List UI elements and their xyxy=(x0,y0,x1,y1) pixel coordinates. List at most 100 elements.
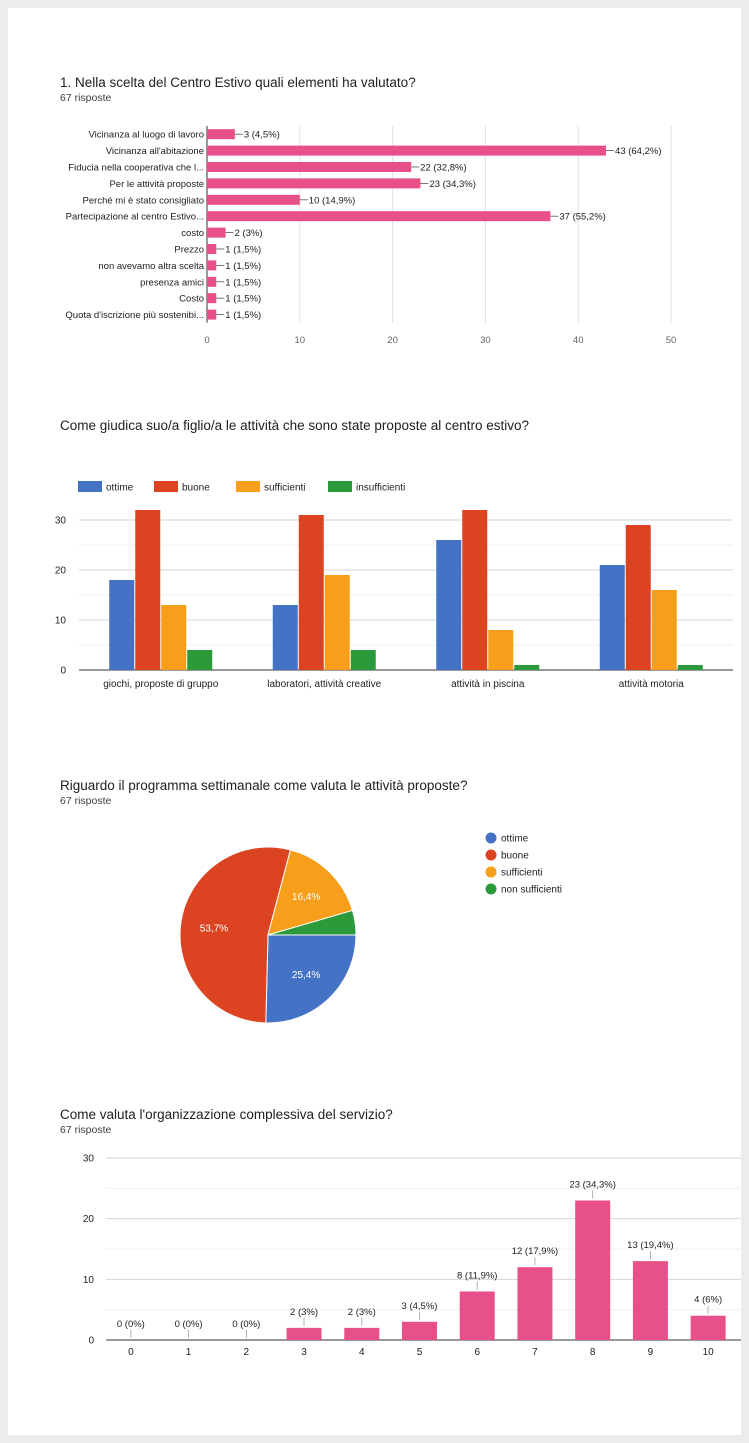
x-tick-label: 40 xyxy=(573,335,584,346)
bar xyxy=(690,1315,726,1340)
data-label: 23 (34,3%) xyxy=(569,1179,615,1190)
bar xyxy=(207,162,412,172)
data-label: 3 (4,5%) xyxy=(402,1301,438,1312)
horizontal-bar-chart: 0 10 20 30 40 50 Vicinanza al luogo di lavoro 3… xyxy=(65,126,677,346)
category-label: Prezzo xyxy=(174,245,204,256)
category-label: presenza amici xyxy=(140,277,204,288)
bar xyxy=(436,540,462,670)
y-tick-label: 20 xyxy=(83,1214,95,1225)
x-tick-label: attività motoria xyxy=(619,679,684,690)
bar xyxy=(350,650,376,670)
x-tick-label: 30 xyxy=(480,335,491,346)
bar xyxy=(207,293,217,304)
legend-label: sufficienti xyxy=(501,868,543,879)
data-label: 1 (1,5%) xyxy=(225,261,261,272)
question-2-title: Come giudica suo/a figlio/a le attività … xyxy=(60,418,530,433)
y-tick-label: 30 xyxy=(55,516,67,527)
category-label: non avevamo altra scelta xyxy=(98,261,204,272)
report-page: 1. Nella scelta del Centro Estivo quali … xyxy=(8,8,741,1435)
bar xyxy=(651,590,677,670)
bar xyxy=(135,510,161,670)
bar xyxy=(677,665,703,670)
data-label: 2 (3%) xyxy=(235,228,263,239)
y-tick-label: 10 xyxy=(55,616,67,627)
pie-chart: 25,4% 53,7% 16,4% ottime buone sufficienti non… xyxy=(179,832,562,1024)
bar xyxy=(402,1321,437,1340)
bar xyxy=(207,129,235,140)
data-label: 1 (1,5%) xyxy=(225,277,261,288)
bar xyxy=(207,227,226,238)
bar xyxy=(298,515,324,670)
legend-label: ottime xyxy=(501,834,529,845)
data-label: 3 (4,5%) xyxy=(244,130,280,141)
vertical-bar-chart: 0 10 20 30 0 (0%) 0 0 (0%) 1 0 (0%) 2 2 (3%) 3 2 (3%… xyxy=(83,1154,741,1358)
y-tick-label: 30 xyxy=(83,1154,95,1165)
pie-slice xyxy=(267,909,357,936)
bar xyxy=(632,1261,668,1340)
category-label: Vicinanza all'abitazione xyxy=(106,146,204,157)
bar xyxy=(462,510,488,670)
data-label: 10 (14,9%) xyxy=(309,195,355,206)
legend-label: non sufficienti xyxy=(501,885,562,896)
x-tick-label: 3 xyxy=(301,1347,307,1358)
category-label: Vicinanza al luogo di lavoro xyxy=(89,130,204,141)
bar xyxy=(207,260,217,271)
x-tick-label: 6 xyxy=(474,1347,480,1358)
legend-label: sufficienti xyxy=(264,483,306,494)
category-label: Partecipazione al centro Estivo... xyxy=(66,212,204,223)
pie-slice xyxy=(265,934,357,1024)
bar xyxy=(575,1200,611,1340)
x-tick-label: 20 xyxy=(387,335,398,346)
pie-slice xyxy=(267,849,354,936)
bar xyxy=(514,665,540,670)
x-tick-label: 7 xyxy=(532,1347,538,1358)
legend-label: buone xyxy=(501,851,529,862)
bar xyxy=(207,145,607,156)
y-tick-label: 10 xyxy=(83,1275,95,1286)
x-tick-label: 50 xyxy=(666,335,677,346)
y-tick-label: 0 xyxy=(60,666,66,677)
legend-swatch xyxy=(485,883,497,895)
bar xyxy=(187,650,213,670)
legend-swatch xyxy=(485,849,497,861)
y-tick-label: 0 xyxy=(88,1336,94,1347)
category-label: Fiducia nella cooperativa che l... xyxy=(68,163,204,174)
bar xyxy=(599,565,625,670)
data-label: 0 (0%) xyxy=(175,1319,203,1330)
x-tick-label: 9 xyxy=(648,1347,654,1358)
x-tick-label: 0 xyxy=(204,335,209,346)
bar xyxy=(207,276,217,287)
data-label: 22 (32,8%) xyxy=(420,163,466,174)
legend-swatch xyxy=(78,481,102,492)
legend-swatch xyxy=(154,481,178,492)
question-2-panel: Come giudica suo/a figlio/a le attività … xyxy=(8,388,741,718)
bar xyxy=(207,194,300,205)
legend-label: insufficienti xyxy=(356,483,405,494)
data-label: 1 (1,5%) xyxy=(225,245,261,256)
bar xyxy=(207,211,551,222)
bar xyxy=(488,630,514,670)
bar xyxy=(344,1327,380,1340)
question-1-panel: 1. Nella scelta del Centro Estivo quali … xyxy=(8,8,741,368)
category-label: Per le attività proposte xyxy=(109,179,204,190)
x-tick-label: 1 xyxy=(186,1347,192,1358)
category-label: costo xyxy=(181,228,204,239)
legend-swatch xyxy=(485,832,497,844)
x-tick-label: 2 xyxy=(244,1347,250,1358)
bar xyxy=(324,575,350,670)
bar xyxy=(272,605,298,670)
data-label: 1 (1,5%) xyxy=(225,310,261,321)
question-1-response-count: 67 risposte xyxy=(60,92,112,104)
x-tick-label: 0 xyxy=(128,1347,134,1358)
data-label: 12 (17,9%) xyxy=(512,1246,558,1257)
data-label: 2 (3%) xyxy=(290,1307,318,1318)
legend-label: buone xyxy=(182,483,210,494)
legend-label: ottime xyxy=(106,483,134,494)
bar xyxy=(207,244,217,254)
grouped-bar-chart: ottime buone sufficienti insufficienti 0 10 20… xyxy=(55,481,733,690)
legend-swatch xyxy=(328,481,352,492)
category-label: Perché mi è stato consigliato xyxy=(83,195,204,206)
x-tick-label: laboratori, attività creative xyxy=(267,679,381,690)
bar xyxy=(207,178,421,189)
bar xyxy=(517,1267,553,1340)
